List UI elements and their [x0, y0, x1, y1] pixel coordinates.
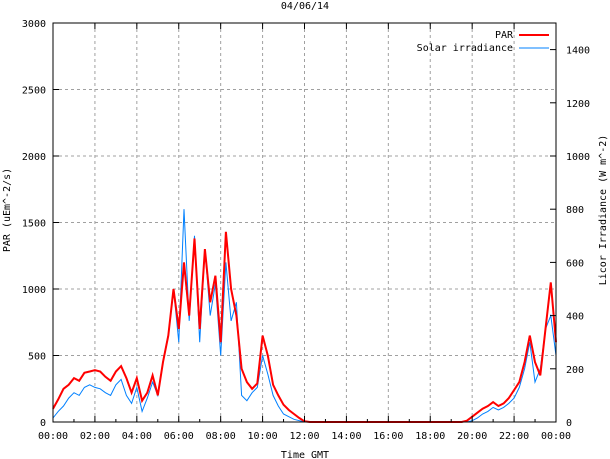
x-tick-label: 00:00 — [541, 431, 571, 442]
series-line-par — [52, 231, 557, 423]
chart-title: 04/06/14 — [281, 1, 329, 12]
legend: PAR Solar irradiance — [417, 30, 549, 54]
x-tick-label: 00:00 — [38, 431, 68, 442]
y2-tick-label: 1200 — [566, 99, 590, 110]
x-tick-label: 04:00 — [122, 431, 152, 442]
y2-tick-label: 0 — [566, 418, 572, 429]
y-tick-label: 1500 — [22, 219, 46, 230]
y-tick-label: 500 — [28, 352, 46, 363]
y2-tick-label: 1000 — [566, 152, 590, 163]
y2-tick-label: 800 — [566, 205, 584, 216]
legend-label-par: PAR — [495, 30, 514, 41]
grid — [53, 23, 556, 422]
x-tick-label: 08:00 — [206, 431, 236, 442]
x-tick-label: 12:00 — [289, 431, 319, 442]
y-tick-label: 3000 — [22, 19, 46, 30]
y-axis-label: PAR (uEm^-2/s) — [2, 168, 13, 252]
y2-tick-label: 200 — [566, 365, 584, 376]
x-tick-label: 20:00 — [457, 431, 487, 442]
x-tick-label: 16:00 — [373, 431, 403, 442]
y-tick-label: 2500 — [22, 86, 46, 97]
x-tick-label: 22:00 — [499, 431, 529, 442]
x-tick-label: 18:00 — [415, 431, 445, 442]
y2-axis-label: Licor Irradiance (W m^-2) — [598, 135, 609, 286]
x-tick-label: 14:00 — [331, 431, 361, 442]
y2-tick-label: 400 — [566, 312, 584, 323]
y-tick-label: 0 — [40, 418, 46, 429]
y2-tick-label: 600 — [566, 258, 584, 269]
x-tick-label: 10:00 — [248, 431, 278, 442]
legend-label-solar: Solar irradiance — [417, 43, 513, 54]
y-tick-label: 2000 — [22, 152, 46, 163]
x-tick-label: 02:00 — [80, 431, 110, 442]
ticks: 00:00 02:00 04:00 06:00 08:00 10:00 12:00 14:00… — [22, 19, 590, 442]
y-tick-label: 1000 — [22, 285, 46, 296]
y2-tick-label: 1400 — [566, 46, 590, 57]
x-axis-label: Time GMT — [281, 450, 329, 459]
x-tick-label: 06:00 — [164, 431, 194, 442]
